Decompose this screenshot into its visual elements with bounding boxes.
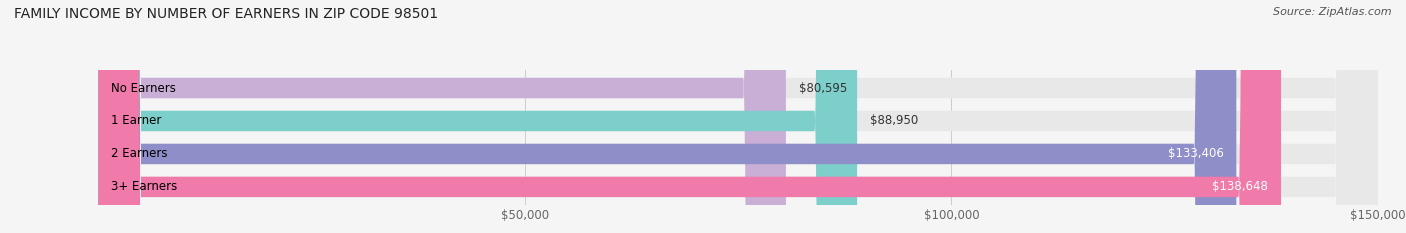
Text: FAMILY INCOME BY NUMBER OF EARNERS IN ZIP CODE 98501: FAMILY INCOME BY NUMBER OF EARNERS IN ZI…	[14, 7, 439, 21]
FancyBboxPatch shape	[98, 0, 1236, 233]
Text: Source: ZipAtlas.com: Source: ZipAtlas.com	[1274, 7, 1392, 17]
Text: $138,648: $138,648	[1212, 180, 1268, 193]
Text: $133,406: $133,406	[1167, 147, 1223, 161]
FancyBboxPatch shape	[98, 0, 1281, 233]
FancyBboxPatch shape	[98, 0, 858, 233]
FancyBboxPatch shape	[98, 0, 1378, 233]
Text: No Earners: No Earners	[111, 82, 176, 95]
Text: 3+ Earners: 3+ Earners	[111, 180, 177, 193]
FancyBboxPatch shape	[98, 0, 1378, 233]
Text: 2 Earners: 2 Earners	[111, 147, 167, 161]
Text: $80,595: $80,595	[799, 82, 846, 95]
FancyBboxPatch shape	[98, 0, 1378, 233]
FancyBboxPatch shape	[98, 0, 786, 233]
Text: 1 Earner: 1 Earner	[111, 114, 162, 127]
Text: $88,950: $88,950	[870, 114, 918, 127]
FancyBboxPatch shape	[98, 0, 1378, 233]
